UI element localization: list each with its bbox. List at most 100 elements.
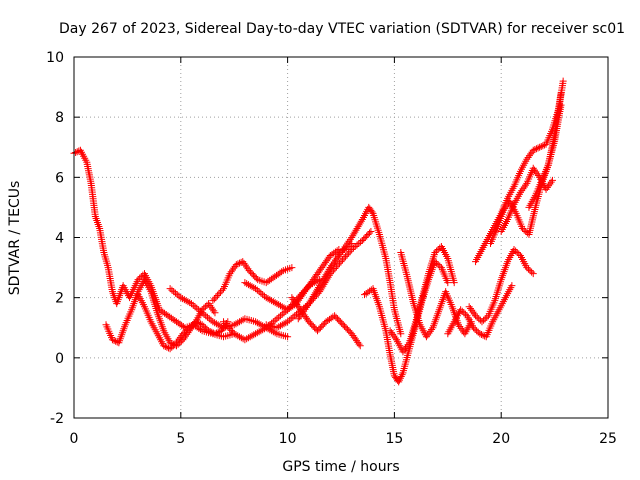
data-point-marker bbox=[182, 297, 190, 305]
data-point-marker bbox=[306, 298, 314, 306]
y-tick-label: 2 bbox=[55, 291, 64, 307]
data-point-marker bbox=[112, 337, 120, 345]
data-point-marker bbox=[542, 185, 550, 193]
data-point-marker bbox=[436, 262, 444, 270]
data-point-marker bbox=[244, 334, 252, 342]
data-point-marker bbox=[458, 307, 466, 315]
data-point-marker bbox=[525, 152, 533, 160]
data-point-marker bbox=[349, 244, 357, 252]
data-point-marker bbox=[402, 344, 410, 352]
series-track-p bbox=[465, 246, 537, 326]
data-point-marker bbox=[349, 232, 357, 240]
data-point-marker bbox=[230, 321, 238, 329]
data-point-marker bbox=[465, 303, 473, 311]
data-point-marker bbox=[319, 276, 327, 284]
data-point-marker bbox=[259, 291, 267, 299]
data-point-marker bbox=[200, 304, 208, 312]
data-point-marker bbox=[208, 305, 216, 313]
data-point-marker bbox=[193, 318, 201, 326]
x-axis-label: GPS time / hours bbox=[282, 459, 399, 475]
data-point-marker bbox=[527, 150, 535, 158]
data-point-marker bbox=[529, 270, 537, 278]
data-point-marker bbox=[475, 315, 483, 323]
data-point-marker bbox=[365, 229, 373, 237]
data-point-marker bbox=[547, 178, 555, 186]
data-point-marker bbox=[278, 268, 286, 276]
data-point-marker bbox=[522, 181, 530, 189]
data-point-marker bbox=[253, 286, 261, 294]
y-tick-label: 10 bbox=[46, 50, 64, 66]
data-point-marker bbox=[268, 297, 276, 305]
data-point-marker bbox=[211, 309, 219, 317]
data-point-marker bbox=[201, 303, 209, 311]
data-point-marker bbox=[523, 264, 531, 272]
data-point-marker bbox=[193, 304, 201, 312]
data-point-marker bbox=[481, 315, 489, 323]
data-point-marker bbox=[534, 144, 542, 152]
data-point-marker bbox=[236, 318, 244, 326]
data-point-marker bbox=[315, 283, 323, 291]
data-point-marker bbox=[166, 339, 174, 347]
data-point-marker bbox=[291, 312, 299, 320]
data-point-marker bbox=[355, 221, 363, 229]
data-point-marker bbox=[206, 328, 214, 336]
data-point-marker bbox=[200, 310, 208, 318]
data-point-marker bbox=[403, 342, 411, 350]
data-point-marker bbox=[175, 292, 183, 300]
data-point-marker bbox=[234, 319, 242, 327]
data-point-marker bbox=[471, 325, 479, 333]
data-point-marker bbox=[251, 273, 259, 281]
series-track-c bbox=[134, 291, 232, 353]
data-point-marker bbox=[230, 330, 238, 338]
data-points bbox=[70, 77, 567, 386]
data-point-marker bbox=[207, 316, 215, 324]
data-point-marker bbox=[189, 321, 197, 329]
data-point-marker bbox=[196, 307, 204, 315]
data-point-marker bbox=[257, 289, 265, 297]
data-point-marker bbox=[234, 260, 242, 268]
data-point-marker bbox=[348, 246, 356, 254]
data-point-marker bbox=[529, 164, 537, 172]
data-point-marker bbox=[249, 271, 257, 279]
data-point-marker bbox=[232, 320, 240, 328]
data-point-marker bbox=[317, 280, 325, 288]
data-point-marker bbox=[386, 327, 394, 335]
data-point-marker bbox=[285, 316, 293, 324]
data-point-marker bbox=[205, 315, 213, 323]
data-point-marker bbox=[237, 317, 245, 325]
data-point-marker bbox=[431, 249, 439, 257]
data-point-marker bbox=[342, 324, 350, 332]
data-point-marker bbox=[200, 322, 208, 330]
data-point-marker bbox=[396, 374, 404, 382]
data-point-marker bbox=[166, 345, 174, 353]
data-point-marker bbox=[186, 299, 194, 307]
data-point-marker bbox=[255, 320, 263, 328]
data-point-marker bbox=[363, 232, 371, 240]
data-point-marker bbox=[287, 315, 295, 323]
x-tick-label: 15 bbox=[385, 431, 403, 447]
data-point-marker bbox=[345, 249, 353, 257]
data-point-marker bbox=[223, 321, 231, 329]
data-point-marker bbox=[425, 329, 433, 337]
y-axis-label: SDTVAR / TECUs bbox=[7, 181, 23, 296]
data-point-marker bbox=[177, 294, 185, 302]
data-point-marker bbox=[275, 323, 283, 331]
series-track-e bbox=[209, 258, 296, 305]
data-point-marker bbox=[182, 327, 190, 335]
y-tick-label: 8 bbox=[55, 110, 64, 126]
data-point-marker bbox=[306, 319, 314, 327]
data-point-marker bbox=[248, 332, 256, 340]
data-point-marker bbox=[351, 243, 359, 251]
data-point-marker bbox=[387, 329, 395, 337]
data-point-marker bbox=[346, 247, 354, 255]
data-point-marker bbox=[201, 324, 209, 332]
data-point-marker bbox=[316, 282, 324, 290]
data-point-marker bbox=[422, 333, 430, 341]
data-point-marker bbox=[273, 300, 281, 308]
series-track-d bbox=[166, 285, 292, 341]
data-point-marker bbox=[404, 341, 412, 349]
data-point-marker bbox=[280, 304, 288, 312]
data-point-marker bbox=[184, 298, 192, 306]
data-point-marker bbox=[356, 342, 364, 350]
data-point-marker bbox=[252, 330, 260, 338]
